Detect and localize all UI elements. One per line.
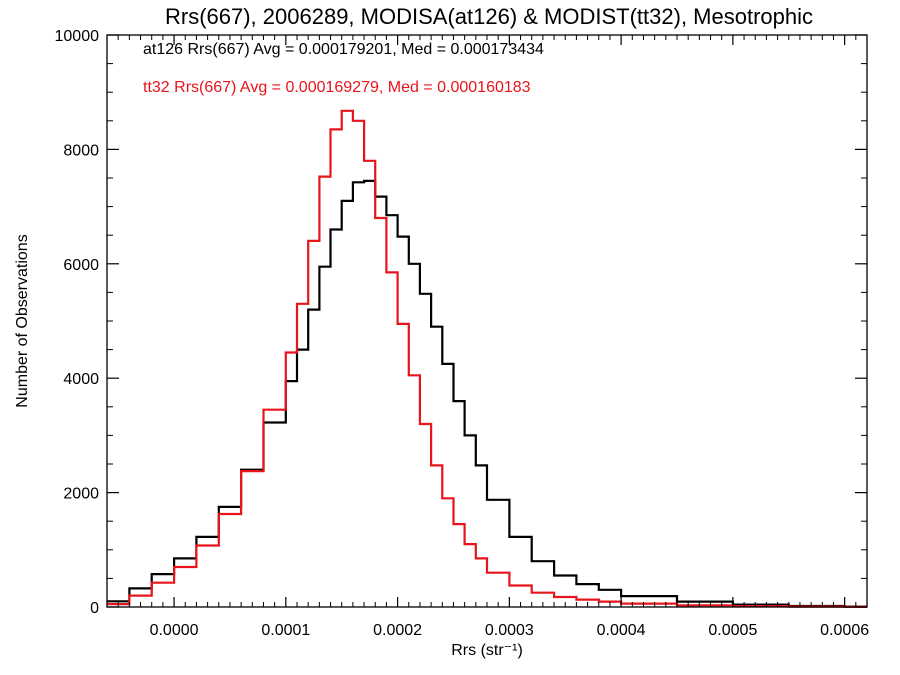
x-tick-label: 0.0003 <box>485 622 534 639</box>
x-tick-label: 0.0005 <box>708 622 757 639</box>
y-axis: 0 2000 4000 6000 8000 10000 <box>55 28 867 617</box>
x-tick-label: 0.0002 <box>373 622 422 639</box>
y-tick-label: 0 <box>90 600 99 617</box>
x-tick-label: 0.0006 <box>820 622 869 639</box>
y-tick-label: 10000 <box>55 28 100 45</box>
x-axis-label: Rrs (str⁻¹) <box>451 642 523 659</box>
series-tt32-line <box>107 109 867 608</box>
y-tick-label: 2000 <box>63 486 99 503</box>
y-tick-label: 6000 <box>63 257 99 274</box>
series-layer <box>107 109 867 608</box>
stat-annotation-at126: at126 Rrs(667) Avg = 0.000179201, Med = … <box>143 41 544 58</box>
y-tick-label: 8000 <box>63 142 99 159</box>
x-tick-label: 0.0004 <box>597 622 646 639</box>
chart-title: Rrs(667), 2006289, MODISA(at126) & MODIS… <box>165 4 813 29</box>
x-axis: 0.0000 0.0001 0.0002 0.0003 0.0004 0.0005 0.00… <box>117 35 869 639</box>
x-tick-label: 0.0001 <box>261 622 310 639</box>
y-axis-label: Number of Observations <box>14 234 31 407</box>
y-tick-label: 4000 <box>63 371 99 388</box>
plot-frame <box>106 34 868 608</box>
series-at126-line <box>107 179 867 608</box>
x-tick-label: 0.0000 <box>150 622 199 639</box>
stat-annotation-tt32: tt32 Rrs(667) Avg = 0.000169279, Med = 0… <box>143 79 531 96</box>
